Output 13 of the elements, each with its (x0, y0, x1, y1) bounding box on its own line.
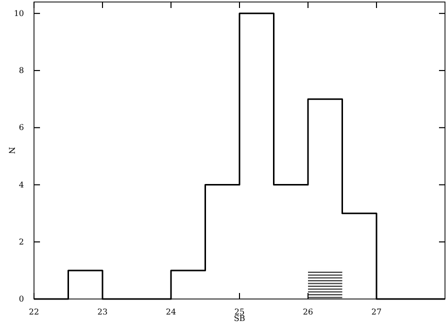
y-tick-label: 4 (18, 180, 24, 190)
y-tick-label: 6 (18, 123, 24, 132)
x-axis-title: SB (234, 314, 246, 323)
x-tick-label: 23 (97, 308, 108, 317)
x-tick-label: 26 (302, 308, 314, 317)
x-tick-label: 22 (28, 308, 40, 317)
y-axis-title: N (7, 147, 16, 154)
y-tick-label: 2 (18, 237, 24, 246)
y-tick-label: 10 (14, 8, 24, 18)
y-tick-label: 8 (18, 66, 24, 76)
x-tick-label: 24 (166, 308, 176, 317)
y-tick-label: 0 (18, 294, 24, 304)
x-tick-label: 27 (371, 308, 382, 317)
